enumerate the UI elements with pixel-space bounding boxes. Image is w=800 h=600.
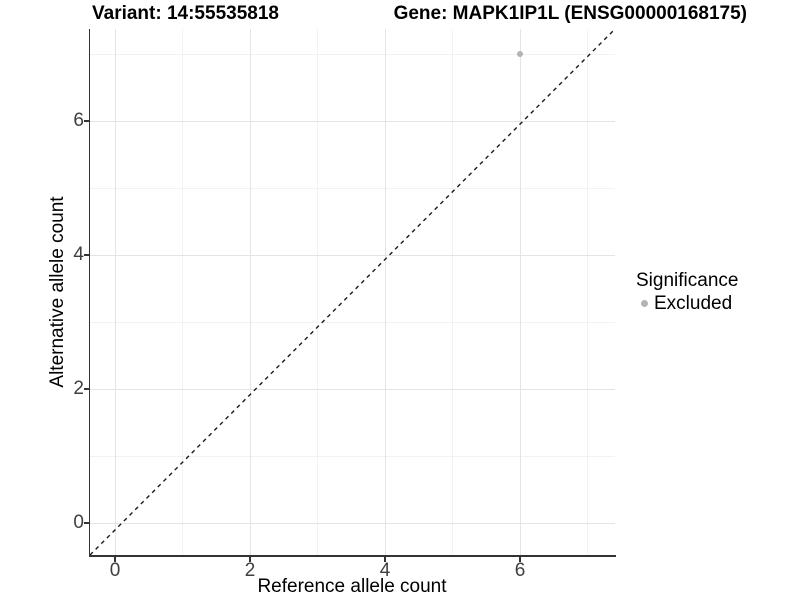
x-tick-label: 6 — [514, 560, 526, 581]
legend-item-excluded: Excluded — [636, 293, 738, 314]
gridline-major-horizontal — [90, 522, 615, 524]
y-tick-label: 4 — [73, 244, 84, 265]
gridline-major-vertical — [114, 29, 116, 555]
y-axis-title: Alternative allele count — [47, 196, 68, 388]
x-axis-title: Reference allele count — [257, 576, 447, 597]
gridline-minor-vertical — [587, 29, 588, 555]
legend: Significance Excluded — [636, 270, 738, 314]
plot-panel — [90, 29, 615, 555]
gridline-major-vertical — [519, 29, 521, 555]
gridline-major-horizontal — [90, 120, 615, 122]
y-tick-mark — [83, 120, 89, 122]
y-tick-mark — [83, 522, 89, 524]
y-tick-label: 0 — [73, 512, 84, 533]
x-tick-label: 4 — [379, 560, 391, 581]
gridline-major-vertical — [249, 29, 251, 555]
gridline-major-horizontal — [90, 388, 615, 390]
gridline-minor-horizontal — [90, 187, 615, 189]
data-point — [517, 51, 523, 57]
legend-title: Significance — [636, 270, 739, 291]
y-tick-label: 6 — [73, 110, 84, 131]
gridline-minor-vertical — [317, 29, 318, 555]
y-tick-mark — [83, 388, 89, 390]
variant-title: Variant: 14:55535818 — [92, 3, 279, 24]
x-tick-label: 2 — [244, 560, 256, 581]
x-tick-mark — [249, 556, 251, 562]
x-tick-mark — [384, 556, 386, 562]
x-axis-line — [88, 555, 616, 557]
x-tick-mark — [519, 556, 521, 562]
gridline-minor-horizontal — [90, 53, 615, 55]
gene-title: Gene: MAPK1IP1L (ENSG00000168175) — [393, 3, 747, 24]
gridline-minor-vertical — [182, 29, 183, 555]
legend-key-dot-icon — [641, 300, 648, 307]
x-tick-label: 0 — [109, 560, 121, 581]
x-tick-mark — [114, 556, 116, 562]
gridline-minor-vertical — [452, 29, 453, 555]
gridline-major-vertical — [384, 29, 386, 555]
gridline-major-horizontal — [90, 254, 615, 256]
identity-line — [90, 29, 615, 555]
gridline-minor-horizontal — [90, 321, 615, 323]
y-tick-mark — [83, 254, 89, 256]
y-axis-line — [88, 29, 90, 557]
legend-item-label: Excluded — [654, 293, 733, 314]
gridline-minor-horizontal — [90, 455, 615, 457]
y-tick-label: 2 — [73, 378, 84, 399]
